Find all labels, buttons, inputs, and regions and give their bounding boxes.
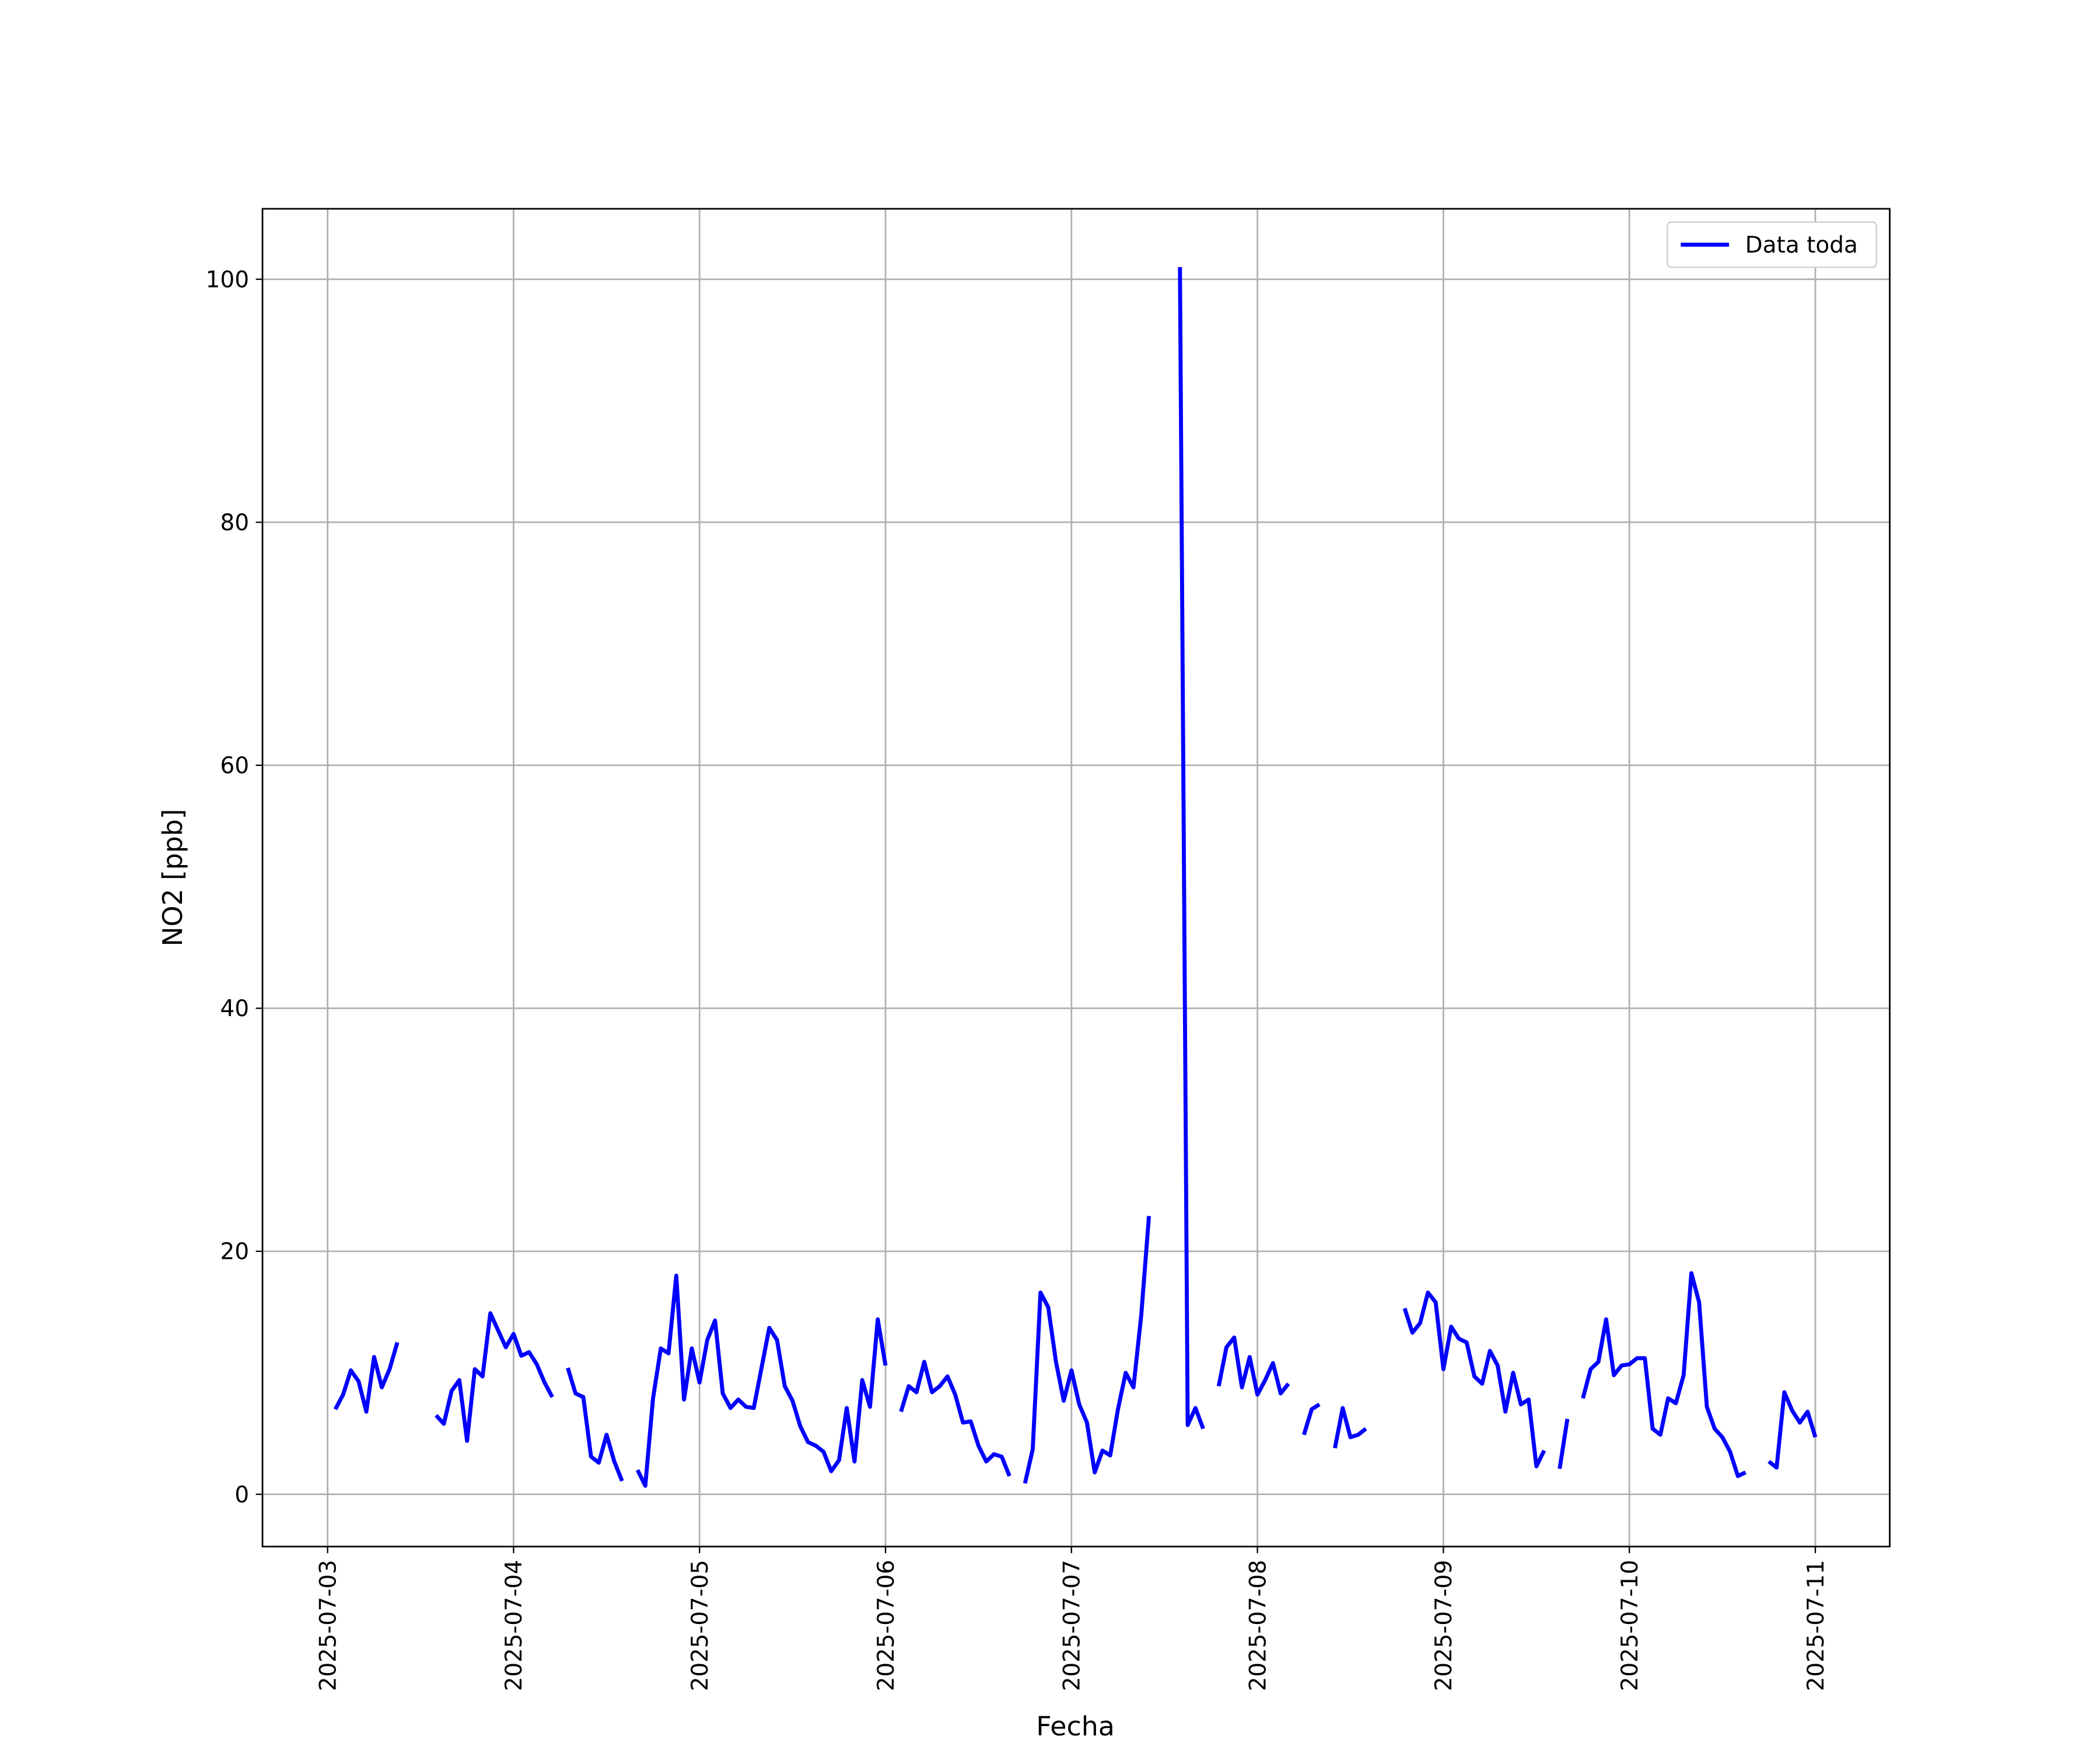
x-tick-label: 2025-07-10 — [1617, 1560, 1643, 1691]
x-tick-label: 2025-07-08 — [1245, 1560, 1271, 1691]
legend-box — [1667, 221, 1877, 268]
x-tick-label: 2025-07-04 — [501, 1560, 527, 1691]
x-tick-label: 2025-07-05 — [687, 1560, 713, 1691]
y-tick-label: 100 — [206, 267, 249, 293]
legend-label: Data toda — [1745, 232, 1858, 258]
x-tick-label: 2025-07-11 — [1803, 1560, 1829, 1691]
x-tick-label: 2025-07-09 — [1431, 1560, 1457, 1691]
y-tick-label: 40 — [220, 996, 249, 1022]
y-tick-label: 0 — [235, 1482, 249, 1508]
y-tick-label: 60 — [220, 753, 249, 779]
legend: Data toda — [1667, 221, 1877, 268]
x-tick-label: 2025-07-03 — [315, 1560, 341, 1691]
data-line — [333, 267, 1818, 1488]
plot-frame — [261, 208, 1891, 1548]
x-tick-label: 2025-07-06 — [873, 1560, 900, 1691]
y-tick-label: 20 — [220, 1239, 249, 1265]
y-axis-label: NO2 [ppb] — [158, 809, 188, 947]
x-tick-label: 2025-07-07 — [1059, 1560, 1085, 1691]
y-tick-label: 80 — [220, 510, 249, 536]
x-axis-label: Fecha — [1036, 1711, 1115, 1742]
